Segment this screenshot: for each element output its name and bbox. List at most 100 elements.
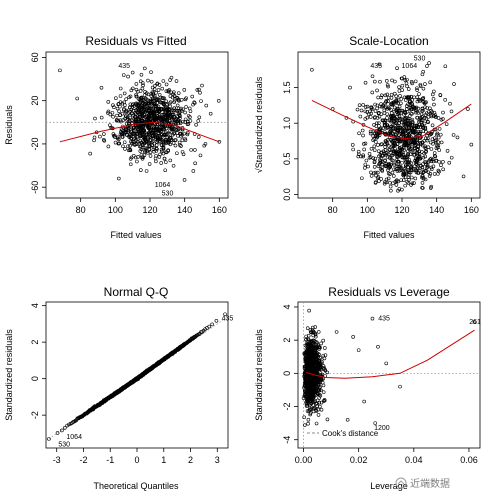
data-point xyxy=(177,98,181,103)
data-point xyxy=(432,110,437,115)
data-point xyxy=(145,125,150,129)
data-point xyxy=(172,98,177,103)
data-point xyxy=(162,140,166,145)
data-point xyxy=(362,399,366,404)
data-point xyxy=(373,156,378,161)
data-point xyxy=(402,109,407,114)
data-point xyxy=(384,177,389,182)
data-point xyxy=(140,102,144,107)
data-point xyxy=(145,132,149,137)
y-tick-label: 2 xyxy=(30,340,40,345)
data-point xyxy=(149,112,154,116)
data-point xyxy=(389,96,394,100)
data-point xyxy=(75,96,79,101)
y-tick-label: 1.5 xyxy=(282,81,292,94)
data-point xyxy=(118,94,123,98)
data-point xyxy=(146,101,151,106)
data-point xyxy=(334,330,339,334)
data-point xyxy=(316,343,321,348)
data-point xyxy=(399,108,404,113)
point-annotation-label: 435 xyxy=(370,63,382,70)
point-annotation-label: 1200 xyxy=(374,425,390,432)
scale-location-title: Scale-Location xyxy=(349,34,428,48)
data-point xyxy=(466,107,470,111)
data-point xyxy=(306,386,311,391)
data-point xyxy=(412,124,417,128)
data-point xyxy=(407,173,411,177)
data-point xyxy=(425,64,429,68)
data-point xyxy=(423,105,427,110)
y-tick-label: 60 xyxy=(30,52,40,62)
data-point xyxy=(150,85,155,90)
data-point xyxy=(305,391,310,396)
data-point xyxy=(443,98,448,102)
data-point xyxy=(128,105,132,110)
data-point xyxy=(319,341,323,346)
data-point xyxy=(410,146,414,151)
data-point xyxy=(98,134,102,139)
data-point xyxy=(137,112,142,116)
data-point xyxy=(200,83,204,88)
data-point xyxy=(369,146,374,151)
data-point xyxy=(393,117,398,121)
data-point xyxy=(157,99,162,104)
residuals-vs-fitted-title: Residuals vs Fitted xyxy=(85,34,186,48)
data-point xyxy=(165,117,170,122)
data-point xyxy=(385,138,390,142)
data-point xyxy=(356,149,361,154)
lowess-smoother-line xyxy=(59,121,220,143)
data-point xyxy=(170,108,174,113)
data-point xyxy=(375,106,379,111)
data-point xyxy=(108,112,113,117)
data-point xyxy=(134,82,139,86)
data-point xyxy=(134,87,139,92)
data-point xyxy=(395,106,399,111)
data-point xyxy=(311,386,315,390)
data-point xyxy=(191,102,195,107)
data-point xyxy=(372,171,376,175)
data-point xyxy=(415,115,420,120)
data-point xyxy=(302,415,306,420)
data-point xyxy=(428,80,432,85)
data-point xyxy=(405,77,409,82)
data-point xyxy=(159,143,164,148)
data-point xyxy=(309,349,314,353)
point-annotation-label: 1064 xyxy=(402,63,418,70)
data-point xyxy=(363,162,368,167)
x-tick-label: -3 xyxy=(53,455,61,465)
data-point xyxy=(401,168,405,173)
data-point xyxy=(139,72,144,77)
data-point xyxy=(319,388,323,393)
data-point xyxy=(140,81,145,85)
data-point xyxy=(390,147,395,152)
data-point xyxy=(380,150,384,155)
data-point xyxy=(142,150,147,155)
y-tick-label: 20 xyxy=(30,96,40,106)
data-point xyxy=(375,170,380,175)
data-point xyxy=(111,132,116,136)
data-point xyxy=(371,138,375,142)
data-point xyxy=(317,345,321,350)
data-point xyxy=(410,81,414,86)
data-point xyxy=(382,181,387,186)
data-point xyxy=(378,104,382,109)
data-point xyxy=(169,114,174,119)
data-point xyxy=(406,141,411,146)
watermark-logo-mark xyxy=(397,480,405,485)
data-point xyxy=(368,109,372,114)
data-point xyxy=(437,169,441,174)
x-tick-label: 100 xyxy=(108,205,123,215)
data-point xyxy=(387,106,392,111)
data-point xyxy=(398,147,403,152)
data-point xyxy=(129,136,133,141)
data-point xyxy=(323,367,327,372)
data-point xyxy=(421,108,425,113)
data-point xyxy=(429,156,434,161)
data-point xyxy=(312,395,316,399)
data-point xyxy=(372,165,377,169)
data-point xyxy=(124,132,129,137)
data-point xyxy=(362,142,366,146)
data-point xyxy=(88,151,92,156)
data-point xyxy=(425,163,430,168)
data-point xyxy=(378,79,382,84)
